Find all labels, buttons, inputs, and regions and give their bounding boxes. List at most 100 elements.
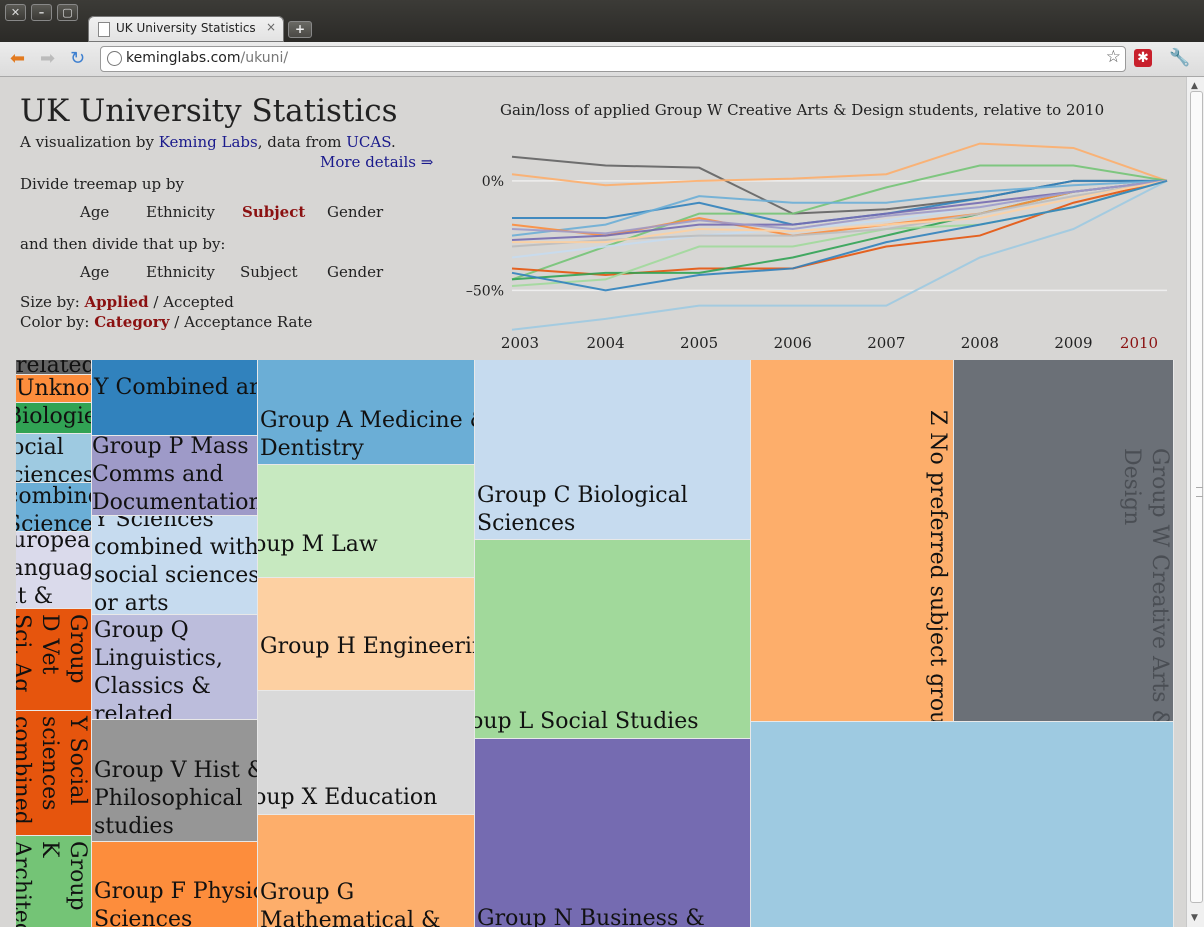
then-option-gender[interactable]: Gender [327, 263, 384, 281]
then-label: and then divide that up by: [20, 235, 226, 253]
scroll-up-icon[interactable]: ▲ [1191, 81, 1198, 91]
treemap-cell-2[interactable]: Biologies [16, 403, 92, 434]
treemap-cell-label: Y Sciences combined with social sciences… [94, 516, 258, 615]
treemap-cell-13[interactable]: Group V Hist & Philosophical studies [92, 720, 258, 842]
x-tick-label[interactable]: 2008 [961, 334, 999, 352]
color-option-acceptance-rate[interactable]: Acceptance Rate [184, 313, 313, 331]
divide-option-ethnicity[interactable]: Ethnicity [146, 203, 215, 221]
page-icon [98, 22, 110, 37]
treemap-cell-label: Group A Medicine & Dentistry [260, 408, 475, 461]
treemap-cell-14[interactable]: Group F Physical Sciences [92, 842, 258, 927]
url-path: /ukuni/ [240, 50, 289, 66]
treemap-cell-11[interactable]: Y Sciences combined with social sciences… [92, 516, 258, 615]
scrollbar-thumb[interactable] [1190, 91, 1203, 903]
ucas-link[interactable]: UCAS [346, 133, 391, 151]
window-titlebar: ✕ – ▢ UK University Statistics Vis × + [0, 0, 1204, 42]
treemap-cell-18[interactable]: Group X Education [258, 691, 475, 815]
treemap-cell-9[interactable]: Y Combined arts [92, 360, 258, 436]
minimize-window-icon[interactable]: – [31, 4, 52, 21]
divide-option-subject[interactable]: Subject [242, 203, 306, 221]
new-tab-button[interactable]: + [288, 21, 312, 38]
treemap-cell-20[interactable]: Group C Biological Sciences [475, 360, 751, 540]
x-tick-label[interactable]: 2005 [680, 334, 718, 352]
address-bar[interactable]: keminglabs.com/ukuni/ ☆ [100, 46, 1126, 72]
treemap-cell-4[interactable]: combined Sciences [16, 483, 92, 532]
back-arrow-icon[interactable]: ⬅ [10, 48, 26, 69]
treemap-cell-5[interactable]: European Languages, Lit & related [16, 532, 92, 609]
treemap-cell-label: Group F Physical Sciences [94, 879, 257, 927]
treemap-cell-21[interactable]: Group L Social Studies [475, 540, 751, 739]
treemap-cell-15[interactable]: Group A Medicine & Dentistry [258, 360, 475, 465]
x-tick-label[interactable]: 2004 [586, 334, 624, 352]
then-option-ethnicity[interactable]: Ethnicity [146, 263, 215, 281]
wrench-icon[interactable]: 🔧 [1169, 48, 1191, 68]
color-option-category[interactable]: Category [94, 313, 170, 331]
x-tick-label[interactable]: 2009 [1054, 334, 1092, 352]
treemap-cell-label: Y Combined arts [94, 375, 258, 400]
size-option-applied[interactable]: Applied [84, 293, 149, 311]
forward-arrow-icon[interactable]: ➡ [40, 48, 56, 69]
browser-tab[interactable]: UK University Statistics Vis × [88, 16, 284, 42]
tab-close-icon[interactable]: × [265, 20, 276, 34]
maximize-window-icon[interactable]: ▢ [57, 4, 78, 21]
size-label: Size by: [20, 293, 80, 311]
treemap-cell-3[interactable]: Social Sciences [16, 434, 92, 483]
treemap-cell-label: combined Sciences [16, 484, 92, 532]
series-line-2 [511, 164, 1168, 281]
treemap-cell-label: Biologies [16, 404, 91, 429]
then-option-subject[interactable]: Subject [240, 263, 298, 281]
size-option-accepted[interactable]: Accepted [163, 293, 234, 311]
color-label: Color by: [20, 313, 90, 331]
treemap-cell-label: Group K Architecture & B [16, 841, 90, 927]
treemap-cell-25[interactable] [751, 722, 1174, 927]
treemap-cell-16[interactable]: Group M Law [258, 465, 475, 578]
treemap-cell-7[interactable]: Y Social sciences combined [16, 711, 92, 836]
treemap-cell-10[interactable]: Group P Mass Comms and Documentation [92, 436, 258, 516]
size-by-row: Size by: Applied / Accepted [20, 293, 234, 311]
subject-treemap: relatedUnknown Biologies Social Sciencesco… [16, 360, 1174, 927]
x-tick-label[interactable]: 2006 [774, 334, 812, 352]
treemap-cell-8[interactable]: Group K Architecture & B [16, 836, 92, 927]
divide-option-gender[interactable]: Gender [327, 203, 384, 221]
treemap-cell-label: Group X Education [258, 785, 438, 810]
treemap-cell-19[interactable]: Group G Mathematical & Computer Sciences [258, 815, 475, 927]
divide-option-age[interactable]: Age [80, 203, 110, 221]
reload-icon[interactable]: ↻ [70, 48, 86, 69]
series-line-13 [511, 179, 1168, 235]
scrollbar-grip [1196, 487, 1203, 497]
treemap-cell-12[interactable]: Group Q Linguistics, Classics & related [92, 615, 258, 720]
treemap-cell-24[interactable]: Group W Creative Arts & Design [954, 360, 1174, 722]
close-window-icon[interactable]: ✕ [5, 4, 26, 21]
treemap-cell-17[interactable]: Group H Engineering [258, 578, 475, 691]
series-line-15 [511, 179, 1168, 292]
treemap-cell-6[interactable]: Group D Vet Sci, Ag [16, 609, 92, 711]
series-line-1 [511, 142, 1168, 187]
vertical-scrollbar[interactable]: ▲ ▼ [1186, 77, 1204, 927]
then-option-age[interactable]: Age [80, 263, 110, 281]
series-line-14 [512, 179, 1168, 244]
more-details-link[interactable]: More details ⇒ [320, 153, 434, 171]
treemap-cell-label: European Languages, Lit & related [16, 532, 92, 609]
x-tick-label[interactable]: 2010 [1120, 334, 1158, 352]
treemap-cell-label: Social Sciences [16, 435, 92, 483]
y-tick-label: –50% [466, 283, 504, 299]
treemap-cell-label: Group G Mathematical & Computer Sciences [260, 880, 441, 927]
page-subtitle: A visualization by Keming Labs, data fro… [20, 133, 396, 151]
treemap-cell-22[interactable]: Group N Business & Administrative studie… [475, 739, 751, 927]
keming-labs-link[interactable]: Keming Labs [158, 133, 258, 151]
treemap-cell-label: Unknown [16, 376, 91, 401]
x-tick-label[interactable]: 2007 [867, 334, 905, 352]
treemap-cell-0[interactable]: related [16, 360, 92, 375]
treemap-cell-23[interactable]: Z No preferred subject group [751, 360, 954, 722]
y-tick-label: 0% [482, 174, 504, 190]
star-icon[interactable]: ☆ [1105, 47, 1121, 67]
extension-icon[interactable]: ✱ [1134, 49, 1152, 67]
treemap-cell-label: Group D Vet Sci, Ag [16, 614, 90, 693]
x-tick-label[interactable]: 2003 [501, 334, 539, 352]
treemap-cell-1[interactable]: Unknown [16, 375, 92, 403]
treemap-cell-label: Group Q Linguistics, Classics & related [94, 618, 223, 720]
browser-toolbar: ⬅ ➡ ↻ keminglabs.com/ukuni/ ☆ [0, 42, 1204, 77]
color-by-row: Color by: Category / Acceptance Rate [20, 313, 312, 331]
scroll-down-icon[interactable]: ▼ [1191, 913, 1198, 923]
url-text[interactable]: keminglabs.com/ukuni/ [126, 50, 288, 66]
